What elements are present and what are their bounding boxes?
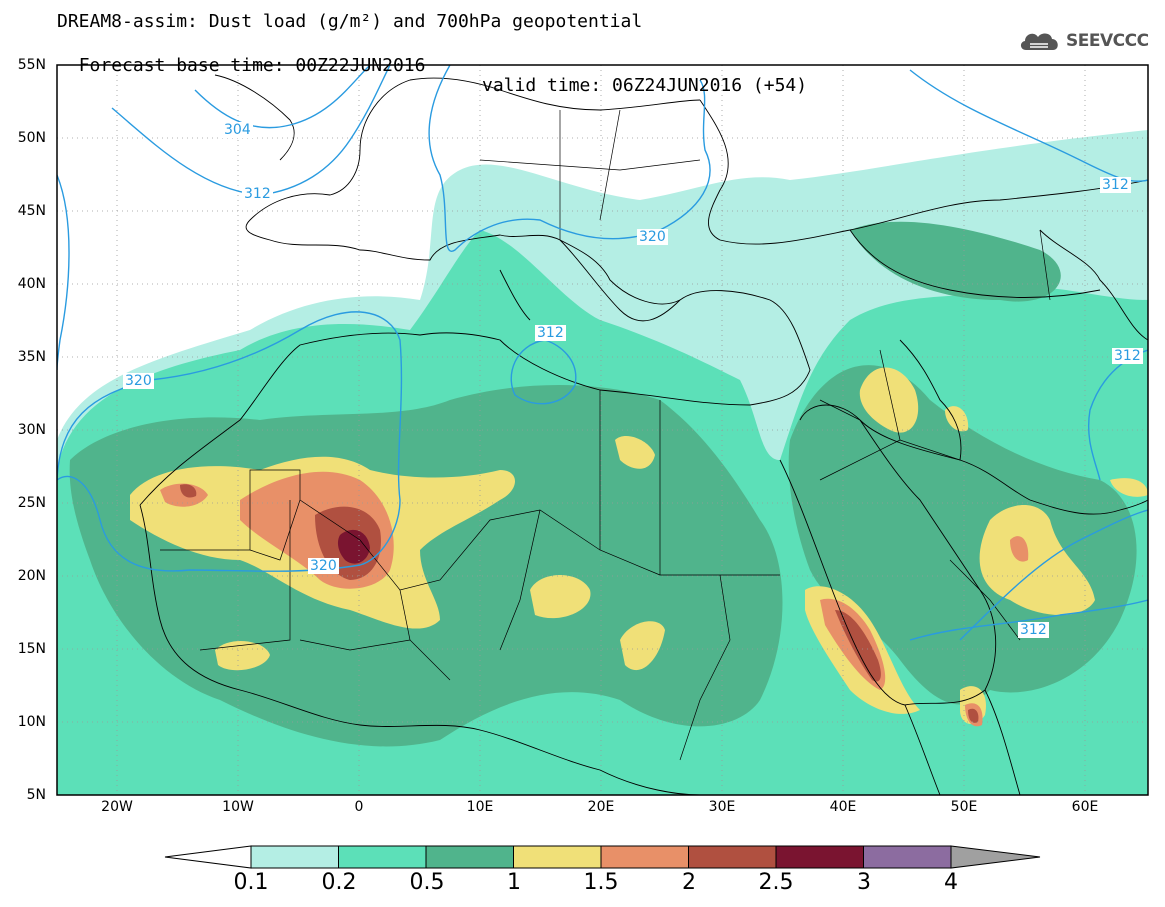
lat-label: 30N [17, 422, 46, 438]
lon-label: 30E [708, 799, 736, 815]
lon-label: 60E [1071, 799, 1099, 815]
lon-label: 10W [222, 799, 254, 815]
contour-label: 320 [637, 229, 668, 245]
coastlines [139, 74, 1148, 795]
lon-label: 0 [354, 799, 364, 815]
legend-label: 2 [682, 870, 696, 895]
lon-label: 50E [950, 799, 978, 815]
dust-area-2.5 [337, 529, 370, 564]
lat-label: 20N [17, 568, 46, 584]
lat-label: 35N [17, 349, 46, 365]
legend-label: 4 [944, 870, 958, 895]
lat-label: 40N [17, 276, 46, 292]
chart-title: DREAM8-assim: Dust load (g/m²) and 700hP… [57, 11, 643, 32]
contour-label: 312 [1018, 622, 1049, 638]
contour-label: 312 [242, 186, 273, 202]
contour-label: 312 [1100, 177, 1131, 193]
legend-label: 1.5 [583, 870, 619, 895]
lon-label: 20W [101, 799, 133, 815]
contour-label: 304 [222, 122, 253, 138]
lat-label: 50N [17, 130, 46, 146]
lat-label: 25N [17, 495, 46, 511]
valid-time: valid time: 06Z24JUN2016 (+54) [482, 75, 808, 96]
lat-label: 15N [17, 641, 46, 657]
lat-label: 45N [17, 203, 46, 219]
lat-label: 10N [17, 714, 46, 730]
lon-label: 10E [466, 799, 494, 815]
contour-label: 320 [308, 558, 339, 574]
graticule [57, 65, 1148, 795]
legend-label: 0.2 [321, 870, 357, 895]
lon-label: 20E [587, 799, 615, 815]
legend-label: 1 [507, 870, 521, 895]
contour-label: 320 [123, 373, 154, 389]
seevccc-logo: SEEVCCC [1018, 28, 1149, 54]
lat-label: 55N [17, 57, 46, 73]
legend-label: 3 [857, 870, 871, 895]
forecast-times: Forecast base time: 00Z22JUN2016 valid t… [57, 36, 807, 96]
cloud-icon [1020, 33, 1058, 50]
brand-name: SEEVCCC [1066, 31, 1149, 51]
legend-label: 2.5 [758, 870, 794, 895]
legend-label: 0.1 [233, 870, 269, 895]
borders [160, 109, 1051, 761]
lon-label: 40E [829, 799, 857, 815]
lat-label: 5N [26, 787, 46, 803]
legend-label: 0.5 [409, 870, 445, 895]
contour-label: 312 [535, 325, 566, 341]
base-time: Forecast base time: 00Z22JUN2016 [78, 55, 426, 76]
geopotential-contours [57, 65, 1148, 641]
contour-label: 312 [1112, 348, 1143, 364]
